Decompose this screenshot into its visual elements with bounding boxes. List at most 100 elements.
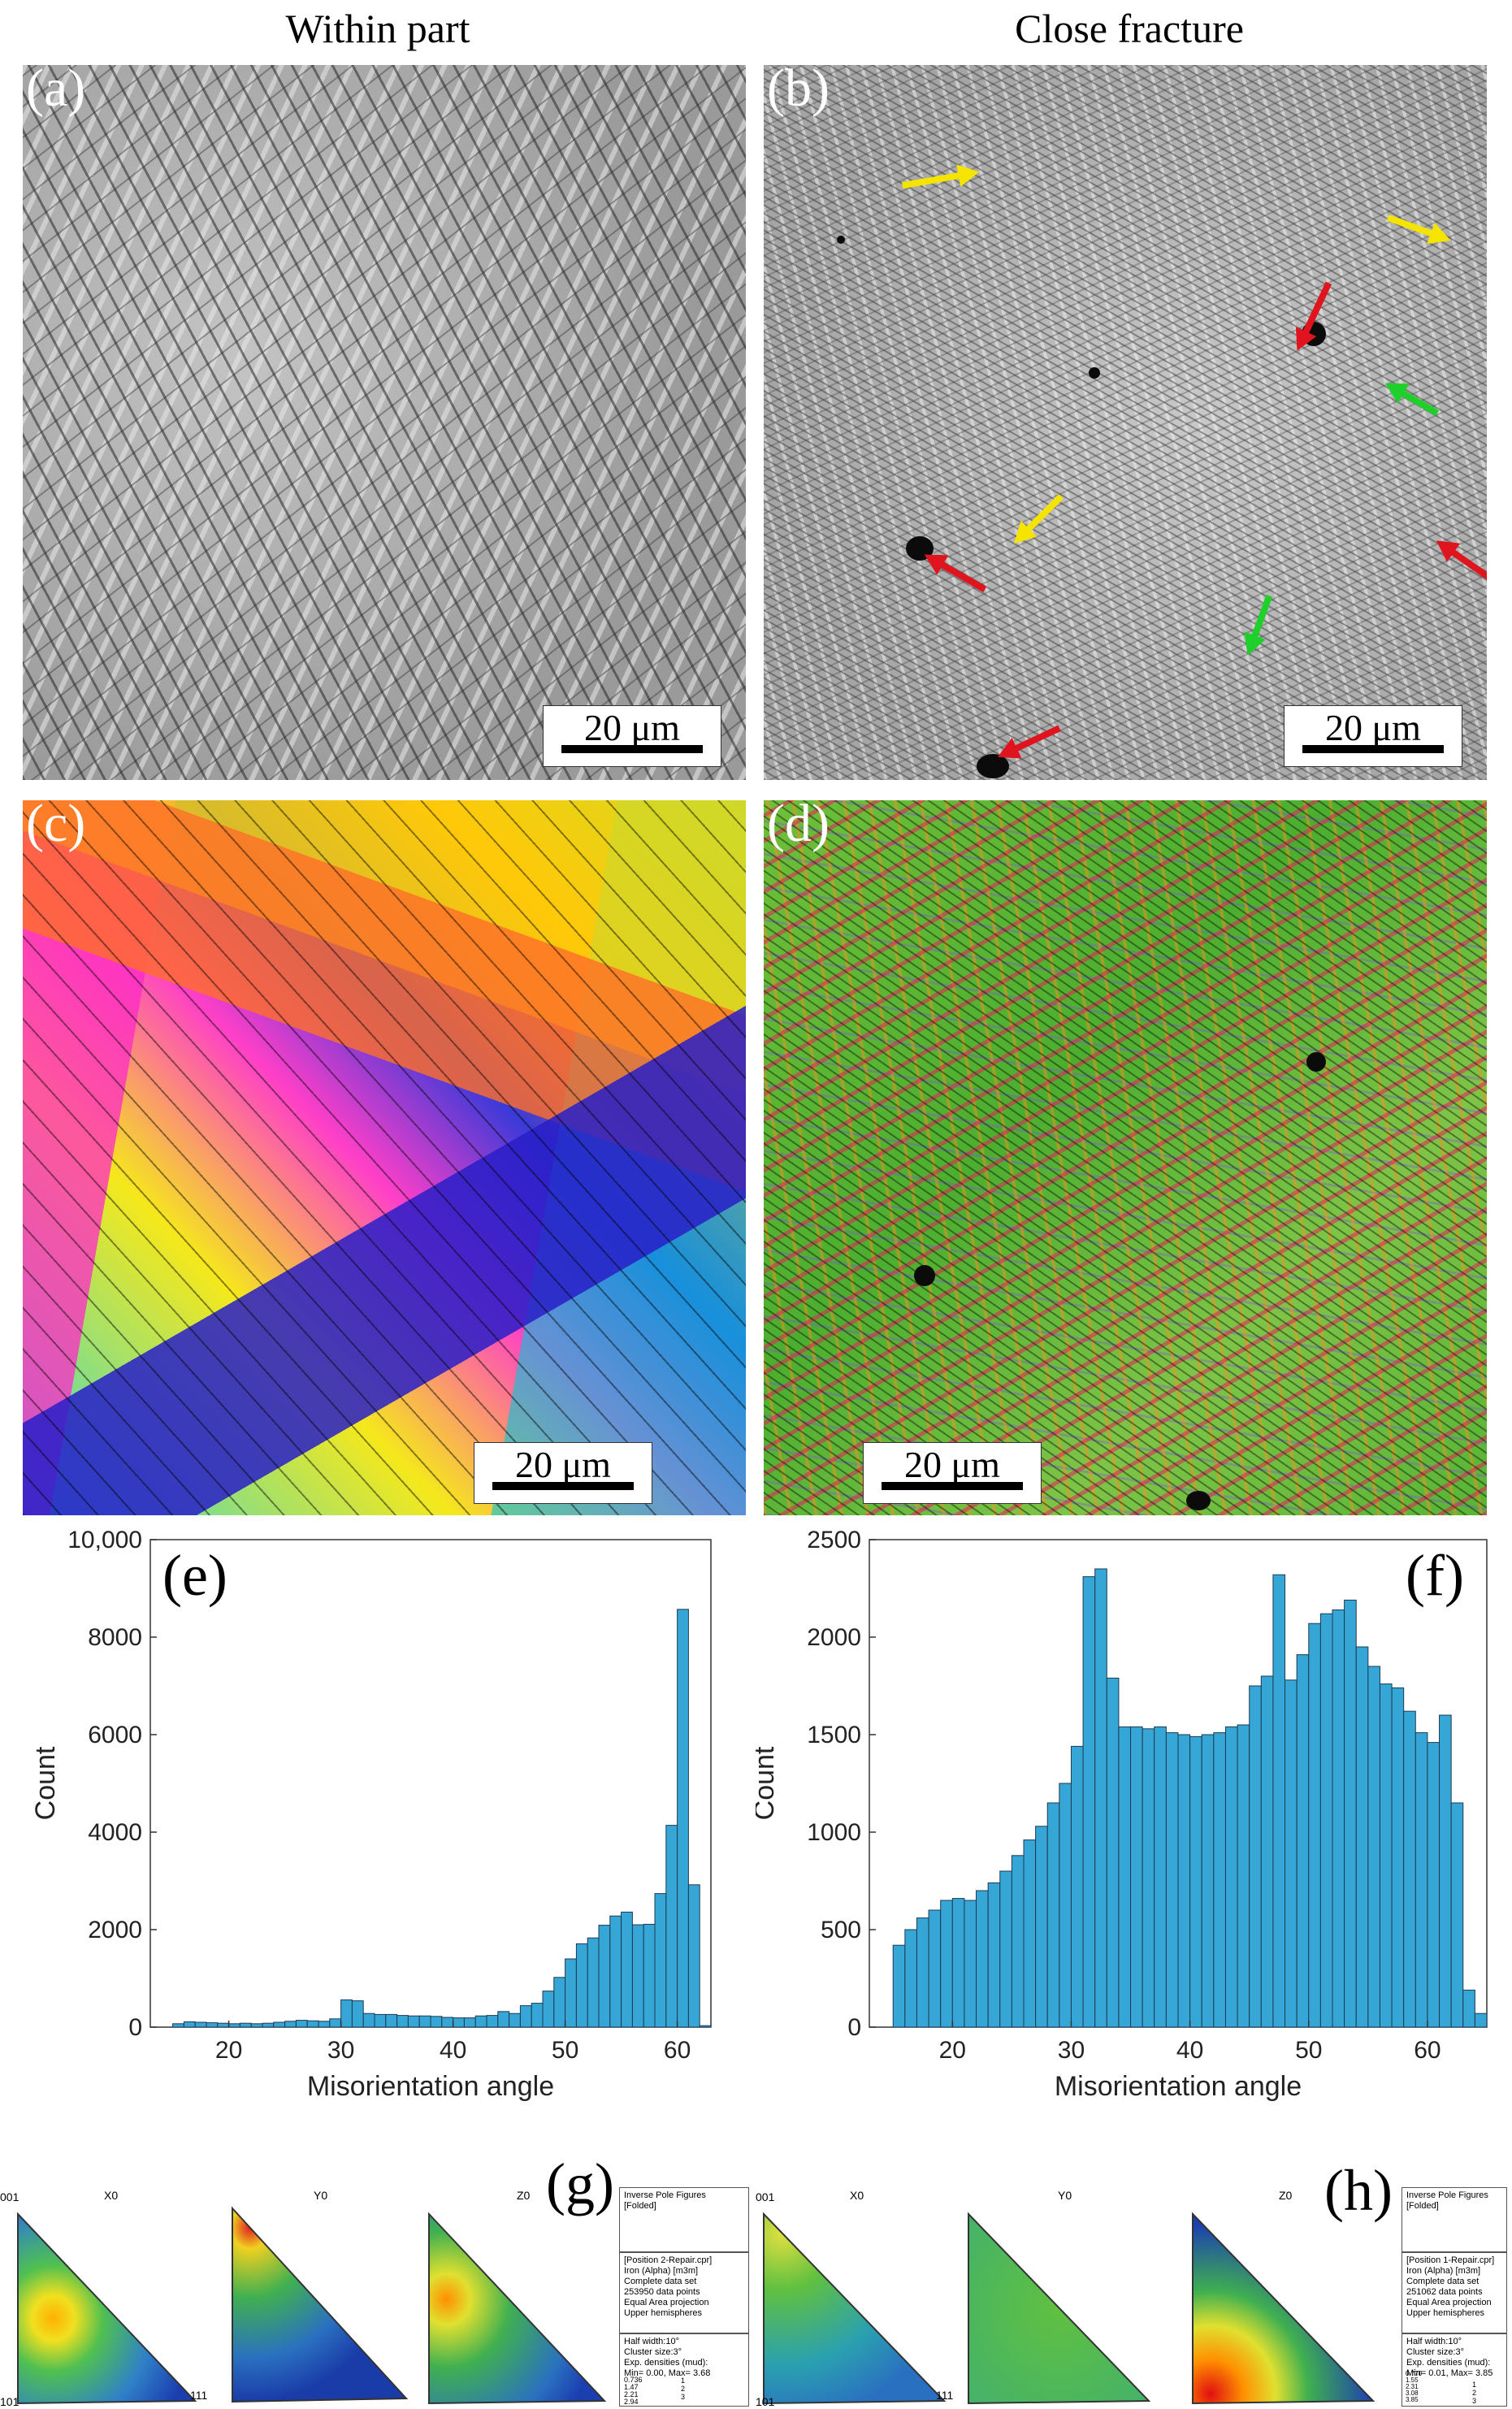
histogram-bar <box>172 2023 184 2028</box>
ipf-scale-values-h: 0.770 1.55 2.31 3.08 3.85 <box>1406 2371 1422 2403</box>
histogram-bar <box>565 1958 577 2028</box>
scale-value: 3.08 <box>1406 2390 1419 2397</box>
histogram-bar <box>1154 1726 1167 2028</box>
y-tick-label: 1500 <box>807 1722 861 1748</box>
ipf-triangle-x <box>17 2212 197 2405</box>
histogram-bar <box>194 2021 207 2028</box>
scale-bar-line-c <box>492 1482 634 1490</box>
scale-value: 1.47 <box>624 2383 639 2391</box>
scale-bar-b: 20 μm <box>1284 705 1462 767</box>
histogram-bar <box>587 1937 600 2028</box>
legend-line: [Position 1-Repair.cpr] <box>1406 2255 1495 2265</box>
histogram-bar <box>654 1893 667 2028</box>
histogram-bar <box>1379 1683 1393 2028</box>
column-header-right: Close fracture <box>1015 6 1244 51</box>
x-axis-label: Misorientation angle <box>307 2071 554 2102</box>
ipf-bar-ticks-h: 1 2 3 <box>1472 2381 1476 2405</box>
y-tick-label: 8000 <box>88 1624 142 1651</box>
y-tick-label: 10,000 <box>67 1527 142 1553</box>
histogram-bar <box>1249 1685 1262 2028</box>
histogram-bar <box>575 1943 588 2028</box>
histogram-bar <box>284 2021 297 2028</box>
histogram-bar <box>1082 1576 1096 2028</box>
ipf-triangle-x <box>763 2212 947 2405</box>
legend-line: Upper hemispheres <box>624 2308 702 2318</box>
ipf-bar-ticks-g: 1 2 3 <box>681 2377 685 2401</box>
legend-line: Inverse Pole Figures <box>1406 2190 1488 2200</box>
scale-bar-label-d: 20 μm <box>904 1444 1000 1485</box>
legend-line: Cluster size:3° <box>1406 2347 1465 2357</box>
scale-value: 3.85 <box>1406 2396 1419 2403</box>
histogram-bar <box>1332 1609 1345 2028</box>
legend-line: Exp. densities (mud): <box>1406 2358 1491 2368</box>
histogram-bar <box>1439 1714 1452 2028</box>
ipf-axis-z0-g: Z0 <box>517 2189 531 2202</box>
yellow-arrow <box>903 172 980 186</box>
panel-label-d: (d) <box>767 800 830 853</box>
legend-line: [Folded] <box>624 2201 656 2211</box>
pore <box>1089 367 1100 379</box>
panel-label-g: (g) <box>546 2151 614 2216</box>
panel-label-c: (c) <box>26 800 86 853</box>
ipf-axis-y0-g: Y0 <box>314 2189 328 2202</box>
histogram-bar <box>453 2017 465 2028</box>
scale-value: 0.736 <box>624 2376 643 2384</box>
x-axis-label: Misorientation angle <box>1055 2071 1302 2102</box>
scale-value: 2.94 <box>624 2398 639 2406</box>
scale-bar-c: 20 μm <box>474 1442 652 1504</box>
histogram-bar <box>362 2013 375 2028</box>
histogram-bar <box>239 2022 252 2028</box>
histogram-bar <box>509 2013 521 2028</box>
x-tick-label: 50 <box>552 2037 578 2064</box>
bar-tick: 2 <box>1472 2389 1477 2397</box>
histogram-bar <box>1142 1728 1155 2028</box>
panel-label-b: (b) <box>767 65 830 118</box>
ipf-corner-001-g: 001 <box>0 2190 19 2203</box>
green-arrow <box>1385 383 1437 414</box>
histogram-bar <box>542 1991 555 2028</box>
legend-line: 251062 data points <box>1406 2287 1483 2297</box>
histogram-bar <box>987 1882 1001 2028</box>
histogram-bar <box>374 2013 387 2028</box>
histogram-bar <box>396 2015 409 2028</box>
scale-value: 0.770 <box>1406 2370 1423 2377</box>
histogram-bar <box>1319 1613 1333 2028</box>
histogram-bar <box>892 1944 906 2028</box>
histogram-bar <box>999 1870 1012 2028</box>
ipf-triangle-y <box>232 2206 409 2403</box>
histogram-bar <box>976 1890 989 2028</box>
histogram-bar <box>665 1825 678 2028</box>
ipf-legend-densities-h: Half width:10° Cluster size:3° Exp. dens… <box>1402 2333 1507 2407</box>
histogram-bar <box>687 1884 700 2028</box>
histogram-bar <box>598 1925 611 2028</box>
histogram-bar <box>1344 1599 1357 2028</box>
ipf-legend-densities-g: Half width:10° Cluster size:3° Exp. dens… <box>619 2333 749 2407</box>
legend-line: Complete data set <box>1406 2277 1480 2286</box>
histogram-bar <box>609 1915 622 2028</box>
ipf-axis-z0-h: Z0 <box>1279 2189 1293 2202</box>
legend-line: Cluster size:3° <box>624 2347 682 2357</box>
y-tick-label: 2000 <box>807 1624 861 1651</box>
histogram-bar <box>1260 1675 1274 2028</box>
legend-line: Half width:10° <box>1406 2337 1462 2346</box>
histogram-bar <box>1189 1735 1202 2028</box>
histogram-bar <box>1391 1687 1405 2028</box>
x-tick-label: 30 <box>1058 2037 1085 2064</box>
x-tick-label: 30 <box>327 2037 354 2064</box>
histogram-e: 20 30 40 50 60 0 2000 4000 6000 8000 10,000 Misorie… <box>30 1527 712 2102</box>
sem-image-within-part: (a) 20 μm <box>23 65 746 780</box>
histogram-bar <box>928 1909 942 2028</box>
ebsd-map-within-part: (c) 20 μm <box>23 800 746 1515</box>
histogram-bar <box>643 1923 656 2028</box>
green-arrow <box>1248 596 1270 655</box>
x-tick-label: 40 <box>1176 2037 1203 2064</box>
scale-bar-label-a: 20 μm <box>584 707 680 748</box>
histogram-bar <box>940 1900 953 2028</box>
legend-line: Equal Area projection <box>624 2298 709 2307</box>
scale-value: 2.21 <box>624 2390 639 2398</box>
histogram-bar <box>1355 1646 1369 2028</box>
histogram-bar <box>1201 1734 1215 2028</box>
histogram-bar <box>340 1999 353 2028</box>
histogram-bar <box>1285 1679 1298 2028</box>
histogram-bar <box>631 1924 644 2028</box>
